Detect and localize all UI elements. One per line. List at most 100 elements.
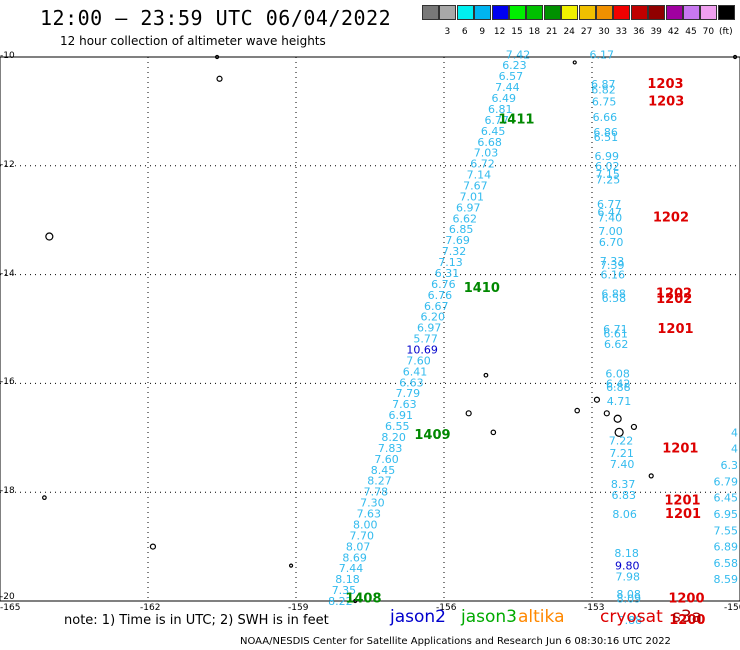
wave-height-label: 7.25 <box>596 173 621 186</box>
island <box>574 407 581 414</box>
wave-height-label: 8.08 <box>616 588 641 601</box>
wave-height-label: 7.42 <box>506 48 531 61</box>
lon-tick-label: -159 <box>288 603 309 613</box>
wave-height-label: 7.78 <box>364 486 389 499</box>
wave-height-label: 6.45 <box>714 492 739 505</box>
wave-height-label: 8.06 <box>612 508 637 521</box>
wave-height-label: 6.63 <box>399 376 424 389</box>
wave-height-label: 7.98 <box>616 571 641 584</box>
wave-height-label: 6.20 <box>421 311 446 324</box>
wave-height-label: 6.72 <box>470 158 495 171</box>
wave-height-label: 6.57 <box>499 70 524 83</box>
legend-swatch <box>439 5 457 20</box>
wave-height-label: 6.76 <box>428 289 453 302</box>
wave-height-label: 6.47 <box>597 206 622 219</box>
island <box>45 232 54 241</box>
legend-swatch <box>491 5 509 20</box>
wave-height-label: 6.83 <box>611 489 636 502</box>
wave-height-label: 7.30 <box>360 497 385 510</box>
wave-height-label: 6.77 <box>597 198 622 211</box>
wave-height-label: 8.18 <box>614 547 639 560</box>
map-grid <box>0 57 740 601</box>
satellite-cryosat: cryosat <box>600 607 663 627</box>
legend-label: 70 <box>702 27 715 37</box>
wave-height-label: 6.42 <box>606 377 631 390</box>
wave-height-label: 6.16 <box>600 269 625 282</box>
legend-swatch <box>543 5 561 20</box>
legend-label: 9 <box>479 27 486 37</box>
time-label: 1409 <box>414 428 450 443</box>
wave-height-label: 7.00 <box>598 225 623 238</box>
wave-height-label: 8.07 <box>346 540 371 553</box>
time-label: 1200 <box>668 591 704 606</box>
island <box>42 495 47 501</box>
wave-height-label: 5.77 <box>413 333 438 346</box>
legend-label: 30 <box>598 27 610 37</box>
wave-height-label: 6.49 <box>492 92 517 105</box>
legend-label: 36 <box>633 27 645 37</box>
wave-height-label: 8.09 <box>617 592 642 605</box>
wave-height-label: 6.17 <box>589 48 614 61</box>
lat-tick-label: -12 <box>0 159 15 170</box>
wave-height-label: 6.45 <box>481 125 506 138</box>
legend-swatch <box>648 5 666 20</box>
island <box>483 372 489 378</box>
footer-note: note: 1) Time is in UTC; 2) SWH is in fe… <box>64 613 329 628</box>
wave-height-label: 6.95 <box>714 508 739 521</box>
wave-height-label: 6.62 <box>604 338 629 351</box>
wave-height-label: 6.81 <box>488 103 513 116</box>
legend-label: 3 <box>444 27 451 37</box>
lat-tick-label: -14 <box>0 268 15 279</box>
wave-height-label: 7.60 <box>406 354 431 367</box>
legend-swatch <box>665 5 683 20</box>
island <box>353 598 358 604</box>
map-subtitle: 12 hour collection of altimeter wave hei… <box>60 34 326 48</box>
wave-height-label: 7.44 <box>495 81 520 94</box>
wave-height-label: 6.75 <box>592 96 617 109</box>
time-label: 1203 <box>647 77 683 92</box>
wave-height-label: 8.37 <box>611 478 636 491</box>
island <box>465 410 472 417</box>
wave-height-label: 7.60 <box>374 453 399 466</box>
lon-tick-label: -165 <box>0 603 21 613</box>
wave-height-label: 6.58 <box>602 292 627 305</box>
wave-height-label: 10.69 <box>406 344 438 357</box>
time-label: 1408 <box>345 591 381 606</box>
wave-height-label: 4.71 <box>607 395 632 408</box>
wave-height-label: 8.59 <box>714 573 739 586</box>
time-label: 1201 <box>665 507 701 522</box>
wave-height-label: 6.68 <box>477 136 502 149</box>
lon-tick-label: -156 <box>436 603 457 613</box>
legend-swatch <box>561 5 579 20</box>
wave-height-label: 6.88 <box>601 288 626 301</box>
wave-height-label: 7.39 <box>600 259 625 272</box>
lon-tick-label: -150 <box>724 603 740 613</box>
wave-height-label: 4 <box>731 426 738 439</box>
wave-height-label: 6.02 <box>595 160 620 173</box>
wave-height-label: 6.08 <box>605 368 630 381</box>
wave-height-label: 7.40 <box>598 211 623 224</box>
legend-swatch <box>422 5 439 20</box>
wave-height-label: 7.44 <box>339 562 364 575</box>
satellite-altika: altika <box>518 607 565 627</box>
legend-label: 24 <box>563 27 575 37</box>
island <box>614 427 624 437</box>
island <box>648 473 654 479</box>
wave-height-label: 6.91 <box>389 409 414 422</box>
wave-height-label: 6.41 <box>403 365 428 378</box>
legend-label: (ft) <box>719 27 733 37</box>
legend-label: 42 <box>667 27 680 37</box>
wave-height-label: 6.31 <box>435 267 460 280</box>
lat-tick-label: -18 <box>0 486 15 497</box>
island <box>288 563 294 568</box>
island <box>593 396 601 403</box>
wave-height-label: 7.14 <box>467 169 492 182</box>
legend-swatch <box>456 5 474 20</box>
island <box>613 414 622 423</box>
wave-height-label: 8.20 <box>381 431 406 444</box>
satellite-s3a: s3a <box>672 607 703 627</box>
wave-height-label: 7.70 <box>349 529 374 542</box>
legend-label: 27 <box>580 27 593 37</box>
wave-height-label: 6.67 <box>424 300 449 313</box>
lat-tick-label: -16 <box>0 377 15 388</box>
